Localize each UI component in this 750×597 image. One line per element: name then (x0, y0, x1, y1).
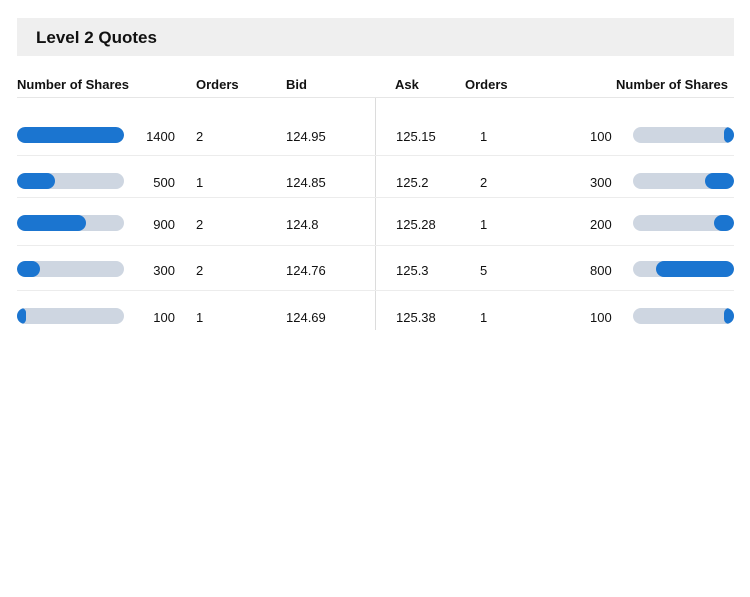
col-header-ask: Ask (395, 77, 419, 92)
ask-shares-bar (633, 215, 734, 231)
bid-shares-bar-fill (17, 127, 124, 143)
ask-price: 125.3 (396, 263, 429, 278)
ask-shares-bar (633, 173, 734, 189)
bid-shares-value: 300 (153, 263, 175, 278)
bid-price: 124.95 (286, 129, 326, 144)
panel-header: Level 2 Quotes (17, 18, 734, 56)
ask-orders-value: 2 (480, 175, 488, 190)
bid-shares-bar (17, 215, 124, 231)
bid-orders-value: 2 (196, 129, 204, 144)
bid-shares-value: 1400 (146, 129, 175, 144)
ask-shares-value: 200 (590, 217, 612, 232)
bid-shares-value: 100 (153, 310, 175, 325)
ask-price: 125.15 (396, 129, 436, 144)
row-divider (17, 197, 734, 198)
ask-price: 125.2 (396, 175, 429, 190)
bid-price: 124.8 (286, 217, 319, 232)
ask-orders-value: 5 (480, 263, 488, 278)
quote-row[interactable]: 100 1 124.69 125.38 1 100 (0, 308, 750, 328)
bid-orders-value: 2 (196, 217, 204, 232)
bid-ask-divider (375, 98, 376, 330)
ask-shares-bar-fill (724, 127, 734, 143)
ask-price: 125.28 (396, 217, 436, 232)
bid-price: 124.85 (286, 175, 326, 190)
header-divider (17, 97, 734, 98)
bid-price: 124.76 (286, 263, 326, 278)
ask-price: 125.38 (396, 310, 436, 325)
col-header-bid-orders: Orders (196, 77, 239, 92)
bid-orders-value: 1 (196, 175, 204, 190)
ask-shares-bar-fill (714, 215, 734, 231)
bid-shares-bar-fill (17, 215, 86, 231)
bid-shares-bar-fill (17, 173, 55, 189)
quote-row[interactable]: 900 2 124.8 125.28 1 200 (0, 215, 750, 235)
ask-shares-bar (633, 127, 734, 143)
col-header-ask-orders: Orders (465, 77, 508, 92)
quote-row[interactable]: 1400 2 124.95 125.15 1 100 (0, 127, 750, 147)
ask-shares-value: 100 (590, 310, 612, 325)
ask-shares-value: 100 (590, 129, 612, 144)
ask-orders-value: 1 (480, 217, 488, 232)
bid-orders-value: 1 (196, 310, 204, 325)
col-header-bid: Bid (286, 77, 307, 92)
bid-price: 124.69 (286, 310, 326, 325)
ask-shares-bar (633, 261, 734, 277)
bid-shares-bar (17, 173, 124, 189)
row-divider (17, 245, 734, 246)
ask-shares-bar-fill (705, 173, 734, 189)
bid-shares-bar (17, 261, 124, 277)
row-divider (17, 155, 734, 156)
quote-row[interactable]: 500 1 124.85 125.2 2 300 (0, 173, 750, 193)
ask-orders-value: 1 (480, 310, 488, 325)
ask-shares-value: 300 (590, 175, 612, 190)
ask-shares-bar-fill (656, 261, 734, 277)
ask-shares-value: 800 (590, 263, 612, 278)
bid-shares-value: 900 (153, 217, 175, 232)
bid-shares-value: 500 (153, 175, 175, 190)
panel-title: Level 2 Quotes (36, 28, 157, 47)
col-header-ask-shares: Number of Shares (616, 77, 728, 92)
bid-shares-bar-fill (17, 261, 40, 277)
bid-orders-value: 2 (196, 263, 204, 278)
col-header-bid-shares: Number of Shares (17, 77, 129, 92)
bid-shares-bar (17, 127, 124, 143)
ask-orders-value: 1 (480, 129, 488, 144)
bid-shares-bar-fill (17, 308, 26, 324)
row-divider (17, 290, 734, 291)
bid-shares-bar (17, 308, 124, 324)
ask-shares-bar (633, 308, 734, 324)
quote-row[interactable]: 300 2 124.76 125.3 5 800 (0, 261, 750, 281)
ask-shares-bar-fill (724, 308, 734, 324)
